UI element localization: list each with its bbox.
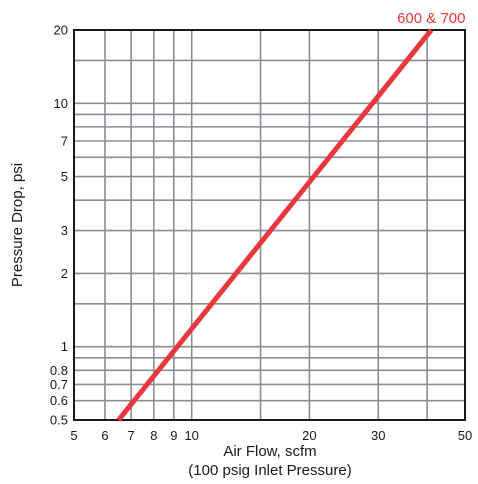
- y-tick-label: 3: [61, 223, 68, 238]
- x-tick-label: 9: [170, 428, 177, 443]
- x-tick-label: 6: [101, 428, 108, 443]
- x-tick-label: 5: [70, 428, 77, 443]
- y-tick-label: 0.8: [50, 363, 68, 378]
- y-tick-labels: 0.5 0.60.70.8 1 2 3 5 7 10 20: [50, 23, 68, 428]
- y-tick-label: 0.6: [50, 393, 68, 408]
- x-tick-label: 10: [184, 428, 198, 443]
- x-tick-label: 50: [458, 428, 472, 443]
- series-layer: 600 & 700: [116, 10, 466, 422]
- y-tick-label: 1: [61, 339, 68, 354]
- series-line: [116, 28, 434, 422]
- y-tick-label: 5: [61, 169, 68, 184]
- y-tick-label: 0.5: [50, 413, 68, 428]
- x-tick-label: 30: [371, 428, 385, 443]
- x-tick-label: 20: [302, 428, 316, 443]
- y-tick-label: 20: [54, 23, 68, 38]
- y-axis-title: Pressure Drop, psi: [9, 163, 26, 287]
- y-tick-label: 7: [61, 133, 68, 148]
- x-tick-label: 8: [150, 428, 157, 443]
- y-tick-label: 2: [61, 266, 68, 281]
- x-axis-title: Air Flow, scfm: [223, 443, 316, 460]
- y-tick-label: 0.7: [50, 377, 68, 392]
- x-axis-subtitle: (100 psig Inlet Pressure): [188, 462, 351, 479]
- y-tick-label: 10: [54, 96, 68, 111]
- x-tick-label: 7: [128, 428, 135, 443]
- grid-lines: [74, 30, 465, 420]
- x-tick-labels: 5 6 7 8 9 10 20 30 50: [70, 428, 472, 443]
- plot-frame: [73, 29, 466, 421]
- series-label: 600 & 700: [397, 10, 465, 27]
